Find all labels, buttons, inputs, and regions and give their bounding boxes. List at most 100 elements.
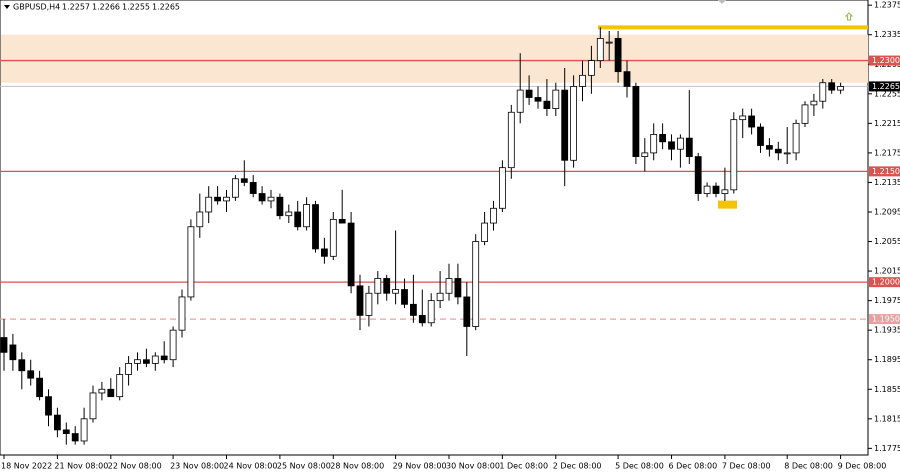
candle-body [196, 211, 204, 228]
candle-body [0, 337, 8, 353]
candle-body [650, 134, 658, 154]
level-label: 1.2300 [872, 56, 900, 65]
candle-body [783, 152, 791, 155]
candle-body [107, 388, 115, 398]
candle-body [54, 414, 61, 431]
candle-body [454, 278, 462, 298]
candle-body [837, 86, 844, 91]
candle-body [392, 289, 400, 294]
x-tick-label: 9 Dec 08:00 [838, 462, 887, 471]
header-value: 1.2266 [92, 3, 120, 12]
candle-body [588, 60, 595, 76]
y-tick-label: 1.1815 [874, 414, 900, 423]
candle-body [276, 196, 284, 217]
candle-body [9, 344, 17, 361]
candle-body [507, 111, 515, 169]
candle-body [18, 359, 26, 372]
candle-body [632, 86, 640, 157]
candle-body [561, 89, 569, 161]
x-tick-label: 2 Dec 08:00 [553, 462, 602, 471]
level-label-box [869, 277, 900, 288]
zone [1, 34, 868, 83]
candle-body [712, 185, 720, 194]
candle-body [418, 314, 426, 324]
candle-body [614, 38, 622, 73]
candle-body [596, 38, 604, 61]
candle-body [445, 278, 453, 294]
candle-body [36, 377, 43, 398]
candle-body [329, 218, 337, 257]
header-value: 1.2257 [62, 3, 90, 12]
candle-body [703, 185, 711, 194]
candle-body [285, 211, 293, 217]
candle-body [125, 363, 132, 375]
candle-body [401, 289, 408, 305]
candle-body [80, 418, 88, 442]
candle-body [694, 156, 702, 194]
header-value: 1.2255 [122, 3, 150, 12]
candle-body [258, 193, 266, 202]
candle-body [801, 104, 809, 124]
candle-body [365, 292, 373, 316]
chart-title: GBPUSD,H4 [13, 3, 60, 12]
candle-body [498, 167, 506, 209]
candle-body [730, 119, 738, 191]
y-tick-label: 1.1975 [874, 296, 900, 305]
x-tick-label: 6 Dec 08:00 [669, 462, 718, 471]
support-marker [718, 200, 737, 209]
last-price-label: 1.2265 [872, 82, 900, 91]
candle-body [231, 178, 239, 198]
candle-body [178, 296, 186, 331]
x-tick-label: 30 Nov 08:00 [446, 462, 500, 471]
candle-body [739, 115, 747, 121]
candle-body [223, 196, 230, 202]
x-tick-label: 18 Nov 2022 [1, 462, 52, 471]
candle-body [810, 100, 818, 106]
candle-body [534, 97, 542, 102]
level-label: 1.2150 [872, 167, 900, 176]
y-tick-label: 1.1775 [874, 444, 900, 453]
candle-body [62, 429, 70, 434]
candle-body [142, 359, 150, 364]
x-tick-label: 22 Nov 08:00 [108, 462, 162, 471]
x-tick-label: 29 Nov 08:00 [393, 462, 447, 471]
header-value: 1.2265 [152, 3, 180, 12]
candle-body [338, 218, 346, 224]
candle-body [748, 115, 755, 128]
candle-body [570, 86, 577, 161]
candle-body [320, 248, 328, 257]
x-tick-label: 28 Nov 08:00 [330, 462, 384, 471]
y-tick-label: 1.1935 [874, 326, 900, 335]
candle-body [383, 278, 391, 294]
menu-arrow[interactable] [4, 5, 10, 9]
candle-body [347, 222, 355, 287]
candle-body [641, 152, 649, 157]
candle-body [89, 392, 97, 420]
y-tick-label: 1.2095 [874, 207, 900, 216]
y-tick-label: 1.2055 [874, 237, 900, 246]
y-tick-label: 1.2215 [874, 119, 900, 128]
candle-body [303, 204, 311, 228]
y-tick-label: 1.2175 [874, 148, 900, 157]
last-price-box [869, 81, 900, 92]
candle-body [792, 122, 800, 154]
candle-body [409, 303, 417, 316]
candle-body [819, 82, 827, 102]
x-tick-label: 8 Dec 08:00 [784, 462, 833, 471]
candle-body [356, 285, 364, 316]
candle-body [472, 241, 480, 327]
candle-body [668, 141, 675, 150]
x-tick-label: 25 Nov 08:00 [277, 462, 331, 471]
candle-body [267, 196, 275, 202]
candle-body [605, 41, 613, 44]
level-label-box [869, 314, 900, 325]
candle-body [436, 292, 444, 302]
candle-body [659, 134, 666, 143]
candle-body [214, 196, 222, 202]
y-tick-label: 1.1895 [874, 355, 900, 364]
candle-body [828, 82, 836, 91]
candle-body [374, 278, 382, 294]
candle-body [312, 204, 319, 250]
candle-body [543, 100, 551, 109]
